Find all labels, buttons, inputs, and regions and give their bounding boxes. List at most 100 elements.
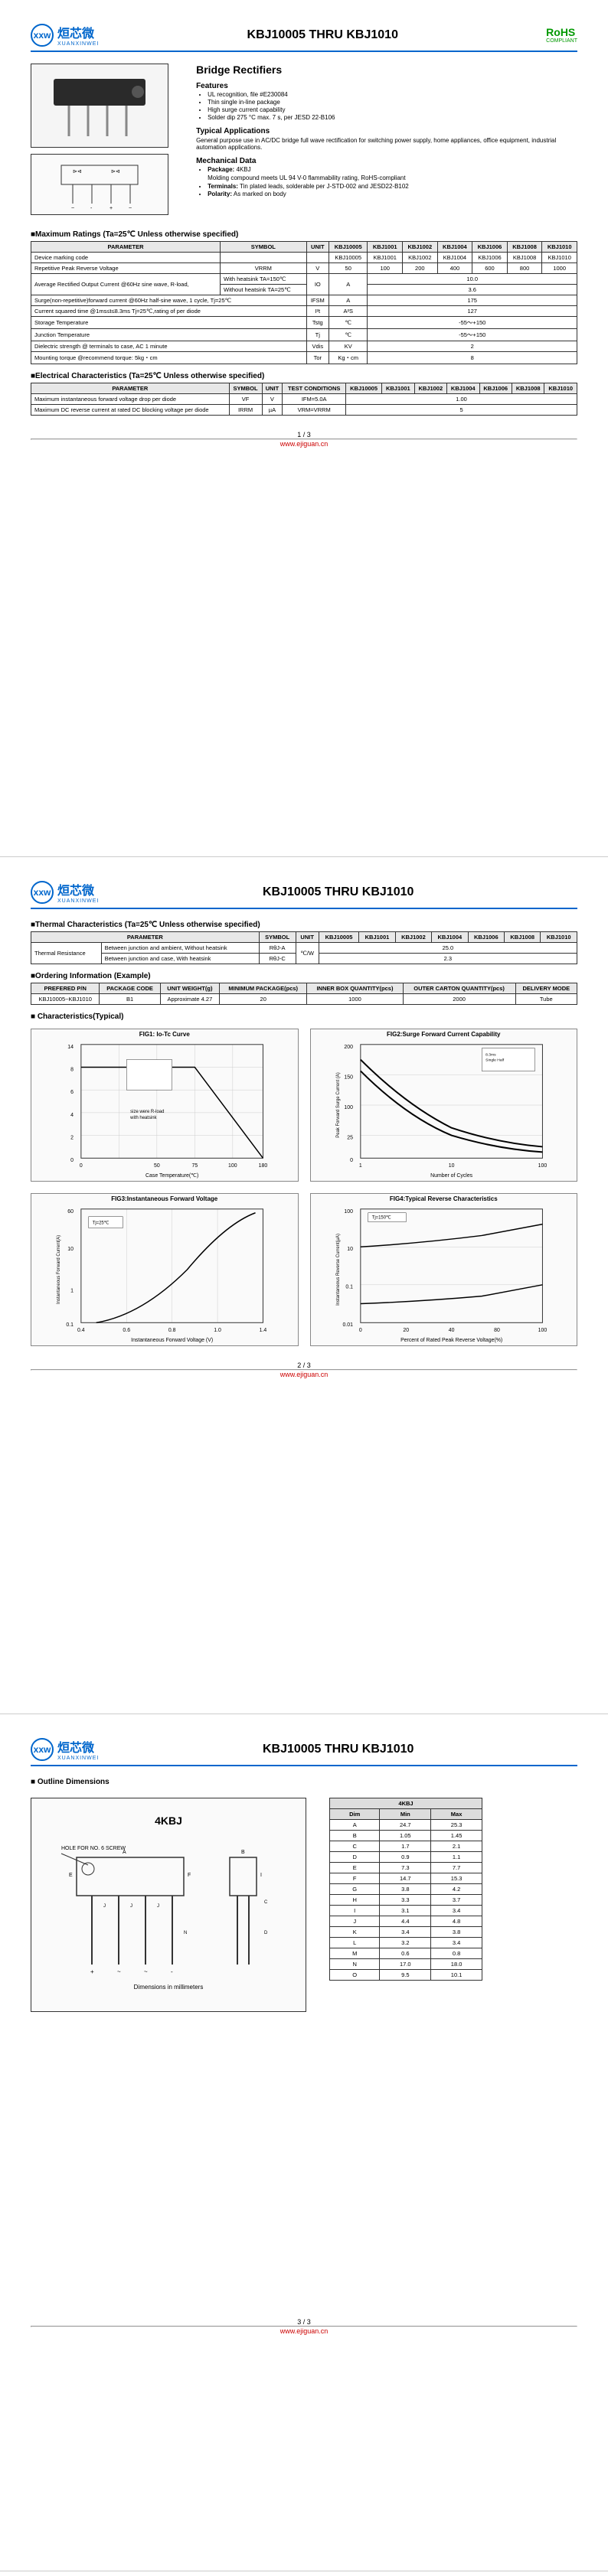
th: KBJ1002 xyxy=(395,932,431,943)
td: 0.8 xyxy=(431,1948,482,1959)
td: D xyxy=(330,1852,380,1863)
td: Approximate 4.27 xyxy=(160,994,219,1005)
footer-url: www.ejiguan.cn xyxy=(31,2327,577,2335)
svg-text:Single Half: Single Half xyxy=(485,1058,505,1063)
table-row: O9.510.1 xyxy=(330,1970,482,1981)
svg-text:Tj=150℃: Tj=150℃ xyxy=(371,1216,391,1221)
svg-text:Peak Forward Surge Current (A): Peak Forward Surge Current (A) xyxy=(336,1072,341,1137)
table-row: Dielectric strength @ terminals to case,… xyxy=(31,341,577,352)
charts-title: ■ Characteristics(Typical) xyxy=(31,1012,577,1021)
td: 10.0 xyxy=(368,274,577,285)
svg-text:100: 100 xyxy=(538,1328,547,1333)
td: V xyxy=(306,263,329,274)
th: KBJ1001 xyxy=(382,383,414,394)
td xyxy=(306,253,329,263)
th: KBJ1002 xyxy=(403,242,438,253)
features-list: UL recognition, file #E230084 Thin singl… xyxy=(196,91,577,121)
td: 3.8 xyxy=(380,1884,431,1895)
table-row: J4.44.8 xyxy=(330,1916,482,1927)
header: xxw 烜芯微 XUANXINWEI KBJ10005 THRU KBJ1010… xyxy=(31,23,577,52)
td: 127 xyxy=(368,306,577,317)
td: RθJ-C xyxy=(259,954,296,964)
header: xxw 烜芯微 XUANXINWEI KBJ10005 THRU KBJ1010 xyxy=(31,880,577,909)
svg-text:100: 100 xyxy=(538,1163,547,1169)
td: 10.1 xyxy=(431,1970,482,1981)
svg-text:~: ~ xyxy=(129,206,132,211)
chart-fig3: FIG3:Instantaneous Forward Voltage Tj=25… xyxy=(31,1193,299,1346)
td: Repetitive Peak Reverse Voltage xyxy=(31,263,221,274)
max-ratings-title: ■Maximum Ratings (Ta=25℃ Unless otherwis… xyxy=(31,230,577,239)
td: KBJ1006 xyxy=(472,253,508,263)
table-row: Repetitive Peak Reverse Voltage VRRM V 5… xyxy=(31,263,577,274)
chart-title: FIG1: Io-Tc Curve xyxy=(139,1031,190,1038)
td: O xyxy=(330,1970,380,1981)
td: VRM=VRRM xyxy=(283,405,346,416)
td: KBJ1004 xyxy=(437,253,472,263)
table-row: I3.13.4 xyxy=(330,1906,482,1916)
th: PARAMETER xyxy=(31,383,230,394)
table-header-row: 4KBJ xyxy=(330,1798,482,1809)
td: 3.4 xyxy=(431,1906,482,1916)
td: 4.2 xyxy=(431,1884,482,1895)
svg-text:+: + xyxy=(90,1968,94,1975)
logo: xxw 烜芯微 XUANXINWEI xyxy=(31,880,99,904)
dims-title: ■ Outline Dimensions xyxy=(31,1778,577,1786)
th: UNIT WEIGHT(g) xyxy=(160,983,219,994)
td: 2.3 xyxy=(319,954,577,964)
td: 3.3 xyxy=(380,1895,431,1906)
svg-text:0.8: 0.8 xyxy=(168,1328,176,1333)
table-header-row: PARAMETER SYMBOL UNIT TEST CONDITIONS KB… xyxy=(31,383,577,394)
feature-item: High surge current capability xyxy=(208,106,577,113)
chart-fig1: FIG1: Io-Tc Curve 0 2 4 6 8 14 xyxy=(31,1029,299,1182)
td: 7.7 xyxy=(431,1863,482,1873)
molding-text: Molding compound meets UL 94 V-0 flammab… xyxy=(196,174,577,181)
svg-text:Case Temperature(℃): Case Temperature(℃) xyxy=(145,1173,198,1179)
td: Surge(non-repetitive)forward current @60… xyxy=(31,295,307,306)
logo: xxw 烜芯微 XUANXINWEI xyxy=(31,1737,99,1761)
td: G xyxy=(330,1884,380,1895)
td: KBJ1002 xyxy=(403,253,438,263)
chart-title: FIG4:Typical Reverse Characteristics xyxy=(390,1195,498,1202)
th: Dim xyxy=(330,1809,380,1820)
table-row: Maximum instantaneous forward voltage dr… xyxy=(31,394,577,405)
feature-item: Thin single in-line package xyxy=(208,99,577,106)
table-row: Current squared time @1ms≤t≤8.3ms Tj=25℃… xyxy=(31,306,577,317)
chart-title: FIG2:Surge Forward Current Capability xyxy=(387,1031,500,1038)
svg-text:~: ~ xyxy=(144,1968,148,1975)
table-row: F14.715.3 xyxy=(330,1873,482,1884)
th: KBJ1004 xyxy=(437,242,472,253)
table-row: D0.91.1 xyxy=(330,1852,482,1863)
td: 2 xyxy=(368,341,577,352)
logo-icon: xxw xyxy=(31,881,54,904)
table-row: Junction Temperature Tj ℃ -55～+150 xyxy=(31,329,577,341)
svg-text:~: ~ xyxy=(71,206,74,211)
td: Average Rectified Output Current @60Hz s… xyxy=(31,274,221,295)
features-heading: Features xyxy=(196,82,577,90)
td: µA xyxy=(262,405,283,416)
td: KBJ10005 xyxy=(329,253,367,263)
td: 8 xyxy=(368,352,577,364)
table-row: Surge(non-repetitive)forward current @60… xyxy=(31,295,577,306)
svg-text:⊳⊲: ⊳⊲ xyxy=(111,169,120,174)
svg-text:0: 0 xyxy=(70,1158,74,1163)
td: 3.4 xyxy=(431,1938,482,1948)
td: Tor xyxy=(306,352,329,364)
td: 0.9 xyxy=(380,1852,431,1863)
logo-cn: 烜芯微 xyxy=(57,880,99,898)
dimension-drawing: 4KBJ HOLE FOR NO. 6 SCREW A F E + ~ ~ - … xyxy=(31,1798,306,2012)
logo-en: XUANXINWEI xyxy=(57,898,99,904)
svg-text:4: 4 xyxy=(70,1113,74,1118)
td: 1.45 xyxy=(431,1831,482,1841)
svg-text:100: 100 xyxy=(344,1105,353,1110)
header: xxw 烜芯微 XUANXINWEI KBJ10005 THRU KBJ1010 xyxy=(31,1737,577,1766)
td: 800 xyxy=(507,263,542,274)
svg-text:2: 2 xyxy=(70,1136,74,1141)
th: SYMBOL xyxy=(229,383,262,394)
td: 4.4 xyxy=(380,1916,431,1927)
logo-icon: xxw xyxy=(31,24,54,47)
svg-text:HOLE FOR NO. 6 SCREW: HOLE FOR NO. 6 SCREW xyxy=(61,1846,126,1851)
table-row: KBJ10005~KBJ1010 B1 Approximate 4.27 20 … xyxy=(31,994,577,1005)
td: Vdis xyxy=(306,341,329,352)
td: 175 xyxy=(368,295,577,306)
footer-1: 1 / 3 www.ejiguan.cn xyxy=(31,431,577,448)
